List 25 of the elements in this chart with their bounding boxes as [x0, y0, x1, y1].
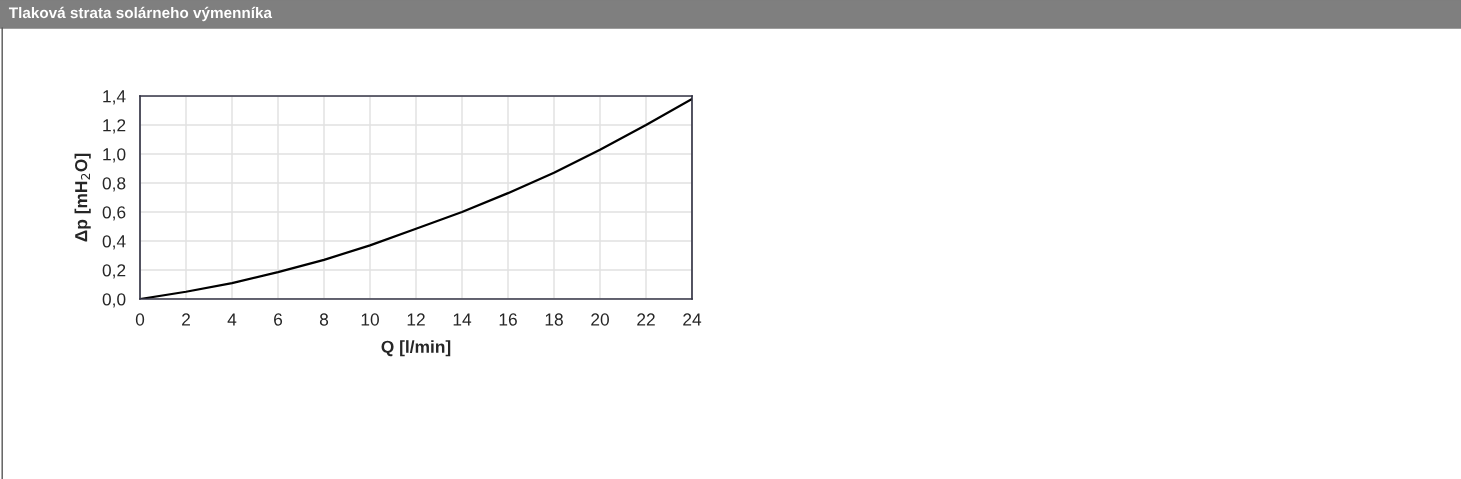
y-tick-label: 0,2	[102, 264, 126, 279]
x-tick-label: 16	[499, 313, 517, 326]
y-tick-label: 0,6	[102, 206, 126, 221]
y-tick-label: 0,4	[102, 235, 126, 250]
x-tick-label: 0	[135, 313, 145, 326]
x-tick-label: 20	[591, 313, 609, 326]
y-axis-title: Δp [mH$_{2}$O]	[74, 153, 91, 242]
y-tick-label: 0,8	[102, 177, 126, 192]
y-tick-label: 0,0	[102, 293, 126, 308]
x-tick-label: 24	[683, 313, 702, 326]
x-tick-label: 18	[545, 313, 563, 326]
x-tick-label: 12	[407, 313, 425, 326]
line-series	[140, 97, 692, 299]
x-tick-label: 8	[319, 313, 329, 326]
y-tick-label: 1,2	[103, 119, 126, 134]
x-tick-label: 6	[274, 313, 283, 326]
x-tick-label: 2	[182, 313, 190, 326]
y-tick-label: 1,0	[103, 148, 126, 163]
x-tick-label: 4	[227, 313, 237, 326]
y-tick-label: 1,4	[103, 90, 126, 105]
x-tick-label: 10	[361, 313, 379, 326]
x-tick-label: 14	[453, 313, 472, 326]
chart-title: Tlaková strata solárneho výmenníka	[8, 6, 273, 22]
x-tick-label: 22	[637, 313, 655, 326]
x-axis-title: Q [l/min]	[381, 340, 451, 357]
